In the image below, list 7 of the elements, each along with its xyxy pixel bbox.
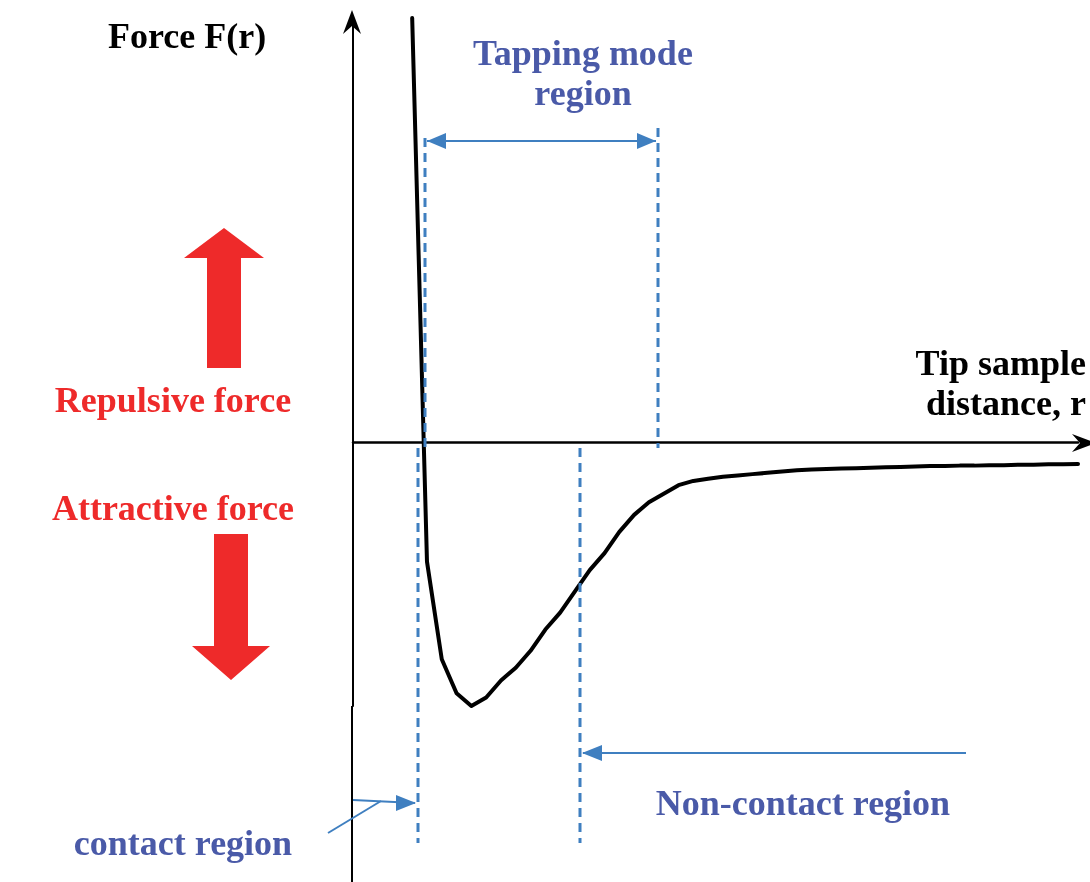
y-axis-title: Force F(r) xyxy=(108,16,267,56)
text: Repulsive force xyxy=(53,380,293,420)
text: Attractive force xyxy=(50,488,296,528)
x-axis-title: Tip sample distance, r xyxy=(914,343,1086,423)
text: Non-contact region xyxy=(654,783,952,823)
text: contact region xyxy=(72,823,294,863)
annotation: Tapping mode region xyxy=(472,33,694,113)
